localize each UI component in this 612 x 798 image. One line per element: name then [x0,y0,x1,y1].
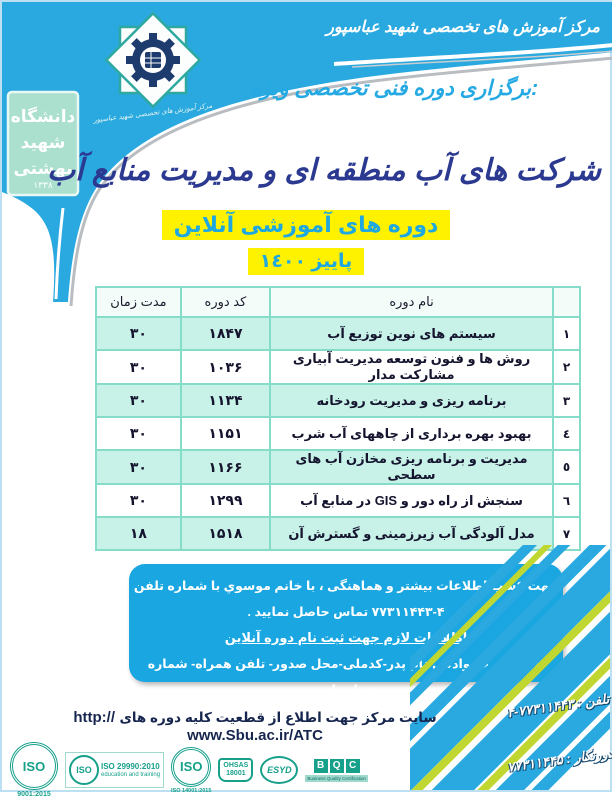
website-line: سایت مرکز جهت اطلاع از قطعیت کلیه دوره ه… [20,709,490,745]
header-grey-curve [351,50,612,68]
course-duration: ۳۰ [95,349,182,385]
course-duration: ۳۰ [95,383,182,418]
banner-online-courses: دوره های آموزشی آنلاین [2,210,610,240]
website-url-link[interactable]: http:// www.Sbu.ac.ir/ATC [73,709,323,744]
info-line-registration-title: اطلاعات لازم جهت ثبت نام دوره آنلاین [224,630,468,645]
info-line-phone: ۷۷۳۱۱۴۴۳-۴ تماس حاصل نمایید . [247,605,445,619]
corner-stripes-decoration [410,545,610,790]
course-name: مدل آلودگی آب زیرزمینی و گسترش آن [268,516,555,551]
row-number: ٤ [552,416,581,451]
table-row: ٥ مدیریت و برنامه ریزی مخازن آب های سطحی… [95,449,581,485]
website-caption: سایت مرکز جهت اطلاع از قطعیت کلیه دوره ه… [119,710,437,725]
table-row: ٣ برنامه ریزی و مدیریت رودخانه ۱۱۳۴ ۳۰ [95,383,581,418]
bqc-logo-icon: B Q C Business Quality Certification [305,758,368,782]
iso-29990-logo-icon: ISO ISO 29990:2010 education and trainin… [65,752,165,788]
abbaspour-center-emblem-icon [104,11,202,109]
course-name: بهبود بهره برداری از چاههای آب شرب [268,416,555,451]
course-duration: ۳۰ [95,483,182,518]
info-line-contact: جهت کسب اطلاعات بیشتر و هماهنگی ، با خان… [133,579,559,593]
esyd-logo-icon: ESYD [260,756,299,784]
svg-text:شهید: شهید [21,133,66,153]
course-name: برنامه ریزی و مدیریت رودخانه [268,383,555,418]
university-logo: دانشگاه شهید بهشتی ۱۳۳۸ [6,90,80,197]
course-code: ۱۱۵۱ [179,416,272,451]
iso-9001-logo-icon: ISO 9001:2015 [10,742,58,798]
event-line-calligraphy: برگزاری دوره فنی تخصصی ویژه: [250,75,538,101]
course-code: ۱۰۳۶ [179,349,272,385]
course-duration: ۳۰ [95,416,182,451]
table-row: ٤ بهبود بهره برداری از چاههای آب شرب ۱۱۵… [95,416,581,451]
table-row: ٢ روش ها و فنون توسعه مدیریت آبیاری مشار… [95,349,581,385]
course-code: ۱۸۴۷ [179,316,272,351]
course-name: مدیریت و برنامه ریزی مخازن آب های سطحی [268,449,555,485]
course-code: ۱۵۱۸ [179,516,272,551]
course-name: سیستم های نوین توزیع آب [268,316,555,351]
col-code-header: کد دوره [179,286,272,318]
course-code: ۱۲۹۹ [179,483,272,518]
iso-circle: ISO [10,742,58,790]
header-white-curve [333,43,612,66]
row-number: ٥ [552,449,581,485]
header-artwork: مرکز آموزش های تخصصی شهید عباسپور دانشگا… [2,2,612,307]
course-code: ۱۱۳۴ [179,383,272,418]
svg-text:دانشگاه: دانشگاه [11,106,76,126]
org-name-calligraphy: مرکز آموزش های تخصصی شهید عباسپور [323,16,600,37]
tail-highlight-curve [54,207,65,300]
col-name-header: نام دوره [268,286,555,318]
courses-table: نام دوره کد دوره مدت زمان ١ سیستم های نو… [95,286,581,551]
course-code: ۱۱۶۶ [179,449,272,485]
banner-season: پاییز ١٤٠٠ [2,248,610,275]
course-duration: ۳۰ [95,316,182,351]
table-row: ٦ سنجش از راه دور و GIS در منابع آب ۱۲۹۹… [95,483,581,518]
ohsas-18001-logo-icon: OHSAS 18001 [218,758,254,782]
main-title-calligraphy: شرکت های آب منطقه ای و مدیریت منابع آب [47,150,603,188]
row-number: ٦ [552,483,581,518]
course-duration: ۱۸ [95,516,182,551]
course-name: روش ها و فنون توسعه مدیریت آبیاری مشارکت… [268,349,555,385]
certification-logos: ISO 9001:2015 ISO ISO 29990:2010 educati… [10,742,368,798]
table-header-row: نام دوره کد دوره مدت زمان [95,286,581,318]
col-duration-header: مدت زمان [95,286,182,318]
table-row: ٧ مدل آلودگی آب زیرزمینی و گسترش آن ۱۵۱۸… [95,516,581,551]
table-row: ١ سیستم های نوین توزیع آب ۱۸۴۷ ۳۰ [95,316,581,351]
banner-online-courses-label: دوره های آموزشی آنلاین [161,210,451,240]
row-number: ٣ [552,383,581,418]
col-row-number-header [552,286,581,318]
swoosh-shadow-curve [69,56,612,307]
banner-season-label: پاییز ١٤٠٠ [247,248,365,275]
row-number: ٢ [552,349,581,385]
course-name: سنجش از راه دور و GIS در منابع آب [268,483,555,518]
iso-14001-logo-icon: ISO ISO 14001:2015 [171,746,211,794]
svg-text:بهشتی: بهشتی [13,159,72,179]
row-number: ١ [552,316,581,351]
svg-text:۱۳۳۸: ۱۳۳۸ [33,180,53,190]
course-duration: ۳۰ [95,449,182,485]
